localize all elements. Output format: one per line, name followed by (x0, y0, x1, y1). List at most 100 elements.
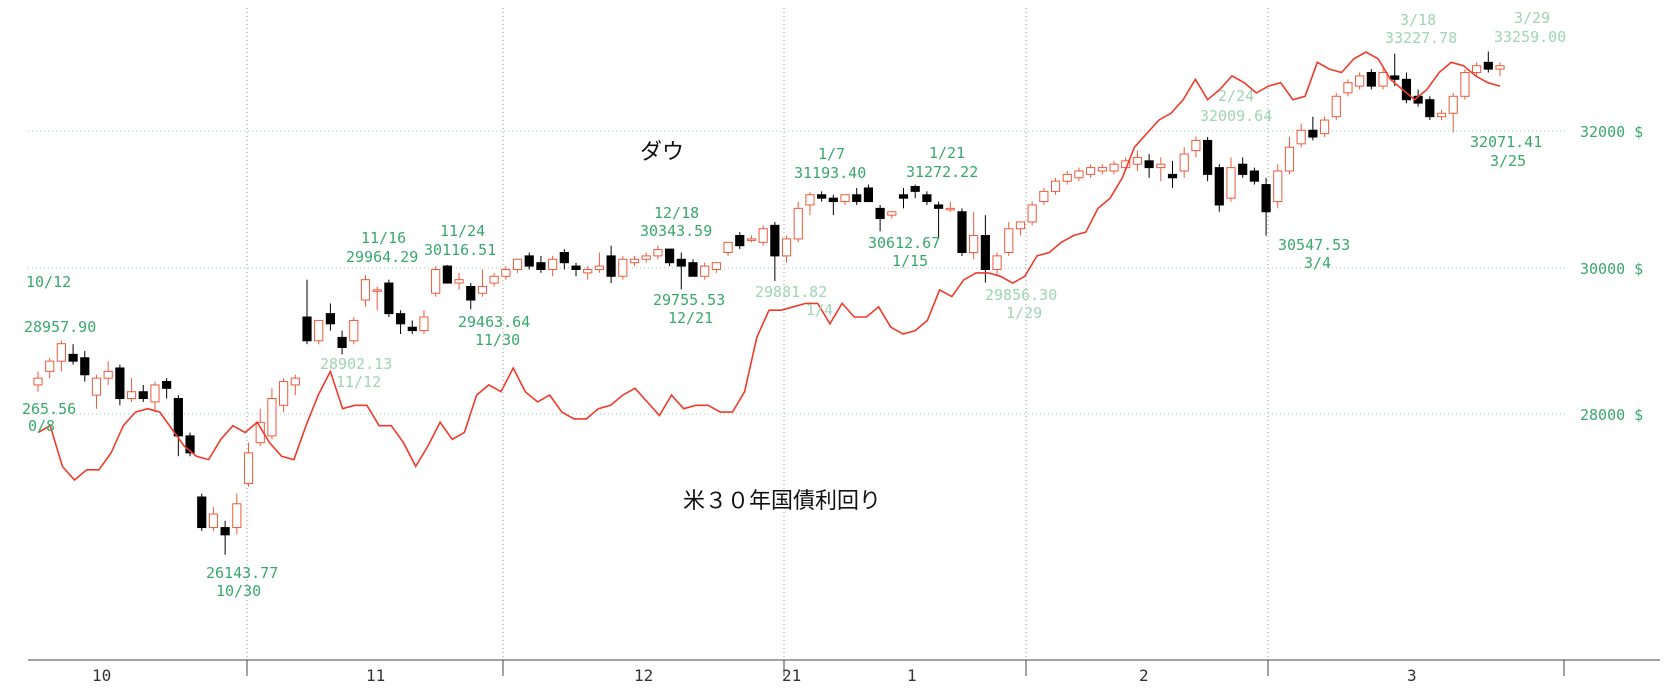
annotation-label: 33227.78 (1385, 29, 1457, 47)
annotation-label: 29964.29 (346, 248, 418, 266)
candle-body (103, 370, 113, 379)
candle-body (197, 496, 207, 529)
annotation-label: 1/7 (818, 145, 845, 163)
candle-body (793, 207, 803, 240)
candle-body (1226, 167, 1236, 199)
y-tick-label-28000: 28000 $ (1580, 406, 1643, 424)
x-axis: 10 11 12 21 1 2 3 (28, 659, 1660, 685)
annotation-label: 0/8 (28, 417, 55, 435)
candle-body (1355, 75, 1365, 87)
candle-body (208, 513, 219, 529)
candle-body (442, 265, 452, 284)
candle-body (80, 357, 90, 376)
annotation-label: 1/29 (1006, 304, 1042, 322)
candle-body (220, 527, 230, 536)
y-tick-label-30000: 30000 $ (1580, 260, 1643, 278)
candle-body (325, 313, 335, 325)
candle-body (1097, 167, 1107, 172)
candle-body (770, 224, 780, 257)
candle-body (618, 258, 628, 277)
candle-body (1249, 170, 1259, 182)
candle-body (594, 265, 605, 270)
candle-body (571, 265, 581, 270)
candle-body (933, 204, 944, 209)
candle-body (1319, 119, 1330, 135)
candle-body (1390, 75, 1400, 80)
candle-body (735, 235, 745, 247)
candle-body (162, 381, 172, 389)
dow-series-label: ダウ (640, 140, 684, 165)
candle-body (641, 255, 651, 260)
candle-body (1273, 170, 1283, 203)
candle-body (1343, 82, 1353, 94)
candle-body (887, 211, 897, 216)
annotation-label: 1/4 (806, 301, 833, 319)
candle-body (817, 194, 827, 199)
y-axis: 32000 $ 30000 $ 28000 $ (1580, 123, 1643, 424)
candle-body (1144, 160, 1154, 169)
candle-body (898, 194, 909, 199)
candle-body (758, 228, 768, 243)
candle-body (664, 248, 675, 264)
x-tick-label-mar: 3 (1407, 666, 1417, 685)
candle-body (805, 194, 815, 206)
dow-candles (33, 51, 1505, 555)
candle-body (1378, 72, 1388, 87)
candle-body (1261, 184, 1271, 213)
candle-body (1074, 170, 1084, 179)
x-tick-label-feb: 2 (1139, 666, 1149, 685)
annotation-label: 28902.13 (320, 355, 392, 373)
annotation-label: 265.56 (22, 400, 76, 418)
candle-body (1366, 72, 1376, 87)
candle-body (466, 285, 476, 301)
candle-body (1156, 163, 1166, 169)
candle-body (1109, 163, 1119, 172)
candle-body (700, 265, 710, 277)
annotation-label: 29463.64 (458, 313, 530, 331)
candle-body (1308, 129, 1318, 138)
candle-body (91, 377, 102, 396)
candle-body (863, 187, 874, 203)
candle-body (1179, 153, 1189, 172)
candle-body (349, 319, 359, 342)
candle-body (1460, 72, 1470, 97)
candle-body (840, 194, 850, 203)
candle-body (33, 377, 43, 386)
candle-body (676, 258, 686, 267)
candle-body (746, 238, 757, 241)
candle-body (290, 377, 300, 386)
candle-body (980, 235, 990, 270)
annotation-label: 11/16 (361, 229, 406, 247)
candle-body (1167, 173, 1178, 179)
candle-body (1448, 95, 1458, 114)
candle-body (1214, 167, 1224, 206)
candle-body (1425, 99, 1435, 118)
candle-body (138, 391, 148, 400)
x-tick-label-jan: 1 (907, 666, 917, 685)
candle-body (945, 207, 955, 211)
candle-body (1004, 228, 1014, 254)
annotation-label: 11/24 (440, 222, 485, 240)
candle-body (910, 185, 920, 192)
annotation-label: 28957.90 (24, 318, 96, 336)
candle-body (126, 391, 137, 400)
candle-body (548, 258, 558, 270)
annotation-label: 31272.22 (906, 163, 978, 181)
annotation-label: 11/12 (336, 373, 381, 391)
annotation-label: 29881.82 (755, 283, 827, 301)
yield-series-line (37, 51, 1501, 482)
candle-body (828, 197, 838, 203)
candle-body (688, 262, 698, 277)
candle-body (1331, 95, 1341, 118)
x-tick-label-oct: 10 (92, 666, 111, 685)
candle-body (314, 319, 324, 342)
candle-body (629, 258, 640, 264)
annotation-label: 29856.30 (985, 286, 1057, 304)
candle-body (524, 255, 534, 267)
candle-body (1132, 156, 1143, 165)
candle-body (711, 262, 721, 270)
annotation-label: 10/12 (26, 273, 71, 291)
annotation-label: 30612.67 (868, 234, 940, 252)
candle-body (1436, 112, 1447, 118)
annotation-label: 10/30 (216, 582, 261, 600)
